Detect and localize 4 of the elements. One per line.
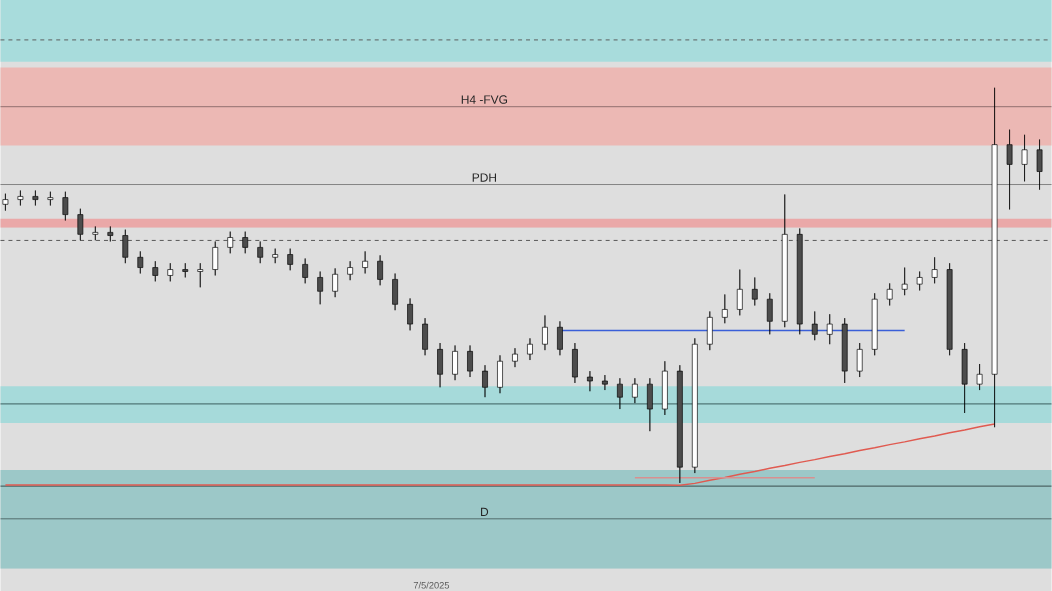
annotation: D	[481, 507, 489, 516]
text: 7/5/2025	[413, 581, 450, 589]
annotation: PDH	[472, 173, 496, 182]
annotation: H4 -FVG	[461, 95, 508, 104]
